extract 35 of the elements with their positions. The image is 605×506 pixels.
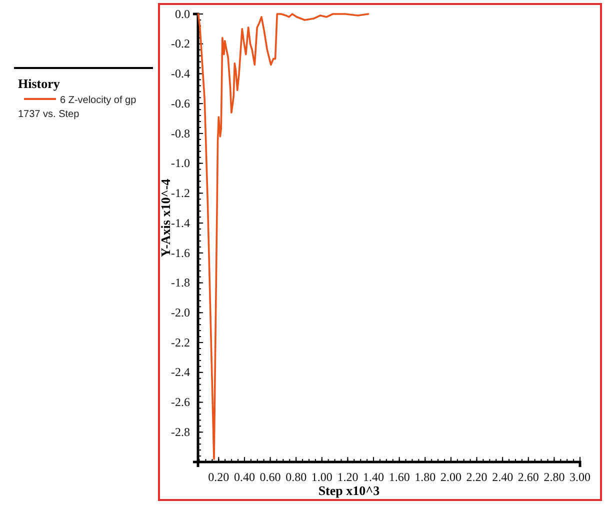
line-series bbox=[197, 13, 370, 460]
y-tick-label: 0.0 bbox=[175, 6, 190, 21]
legend-label: 6 Z-velocity of gp 1737 vs. Step bbox=[18, 95, 137, 120]
y-tick-label: -2.4 bbox=[171, 365, 190, 380]
x-tick-label: 1.80 bbox=[414, 470, 436, 484]
x-tick-label: 1.00 bbox=[311, 470, 332, 484]
y-axis-title: Y-Axis x10^-4 bbox=[158, 178, 173, 258]
y-tick-label: -1.4 bbox=[171, 216, 190, 230]
x-tick-label: 1.60 bbox=[388, 470, 410, 484]
x-tick-label: 0.80 bbox=[286, 470, 307, 484]
x-tick-label: 0.40 bbox=[234, 470, 255, 484]
y-tick-label: -2.6 bbox=[171, 395, 190, 410]
y-tick-label: -1.0 bbox=[171, 156, 190, 170]
x-tick-label: 0.20 bbox=[208, 470, 230, 484]
x-tick-label: 1.20 bbox=[337, 470, 358, 484]
y-tick-label: -1.6 bbox=[171, 246, 190, 260]
x-tick-label: 0.60 bbox=[260, 470, 281, 484]
y-tick-label: -2.2 bbox=[171, 335, 190, 350]
y-tick-label: -0.2 bbox=[171, 36, 190, 51]
x-axis-title: Step x10^3 bbox=[318, 483, 380, 498]
x-tick-label: 1.40 bbox=[363, 470, 384, 484]
x-tick-label: 2.80 bbox=[544, 470, 565, 484]
x-tick-label: 3.00 bbox=[570, 470, 590, 484]
y-tick-label: -2.0 bbox=[171, 306, 190, 320]
y-tick-label: -1.8 bbox=[171, 276, 190, 290]
y-tick-label: -0.6 bbox=[171, 96, 190, 110]
legend-title: History bbox=[18, 76, 60, 91]
y-tick-label: -2.8 bbox=[171, 424, 190, 439]
y-tick-label: -1.2 bbox=[171, 186, 190, 200]
x-tick-label: 2.00 bbox=[440, 470, 462, 484]
x-tick-label: 2.20 bbox=[466, 470, 488, 484]
x-tick-label: 2.40 bbox=[492, 470, 514, 484]
x-tick-label: 2.60 bbox=[518, 470, 539, 484]
y-tick-label: -0.8 bbox=[171, 126, 190, 140]
y-tick-label: -0.4 bbox=[171, 66, 190, 81]
